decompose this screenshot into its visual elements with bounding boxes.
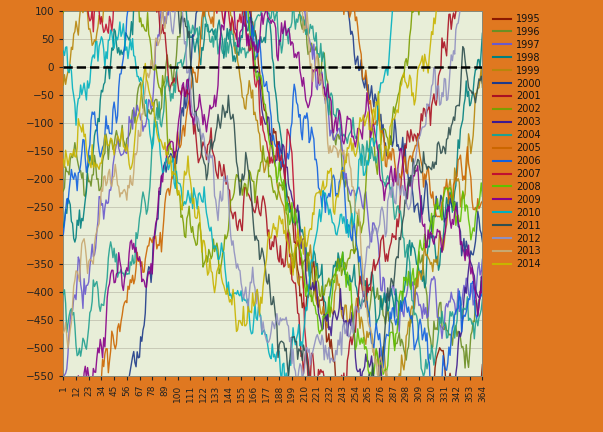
Legend: 1995, 1996, 1997, 1998, 1999, 2000, 2001, 2002, 2003, 2004, 2005, 2006, 2007, 20: 1995, 1996, 1997, 1998, 1999, 2000, 2001… (491, 12, 543, 271)
